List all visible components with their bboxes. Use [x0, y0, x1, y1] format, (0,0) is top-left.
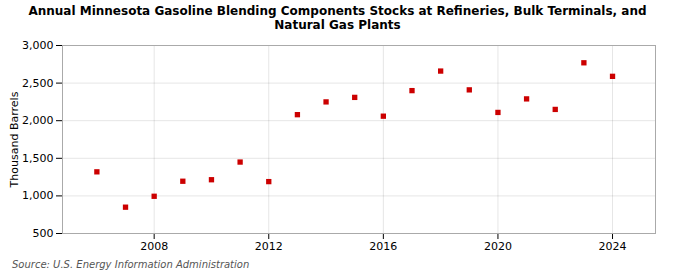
svg-text:1,500: 1,500 [22, 152, 54, 165]
svg-text:Thousand Barrels: Thousand Barrels [8, 91, 21, 188]
svg-text:2,500: 2,500 [22, 76, 54, 89]
svg-text:2008: 2008 [140, 240, 168, 253]
svg-text:1,000: 1,000 [22, 189, 54, 202]
svg-text:2012: 2012 [255, 240, 283, 253]
svg-text:2020: 2020 [484, 240, 512, 253]
html-text:Source: U.S. Energy Informatio: Source: U.S. Energy Information Administ… [12, 258, 250, 270]
svg-text:3,000: 3,000 [22, 39, 54, 52]
html-text:Annual Minnesota Gasoline Blen: Annual Minnesota Gasoline Blending Compo… [28, 4, 647, 33]
svg-text:500: 500 [33, 227, 54, 240]
svg-text:2024: 2024 [599, 240, 627, 253]
svg-text:2016: 2016 [369, 240, 397, 253]
svg-text:2,000: 2,000 [22, 114, 54, 127]
